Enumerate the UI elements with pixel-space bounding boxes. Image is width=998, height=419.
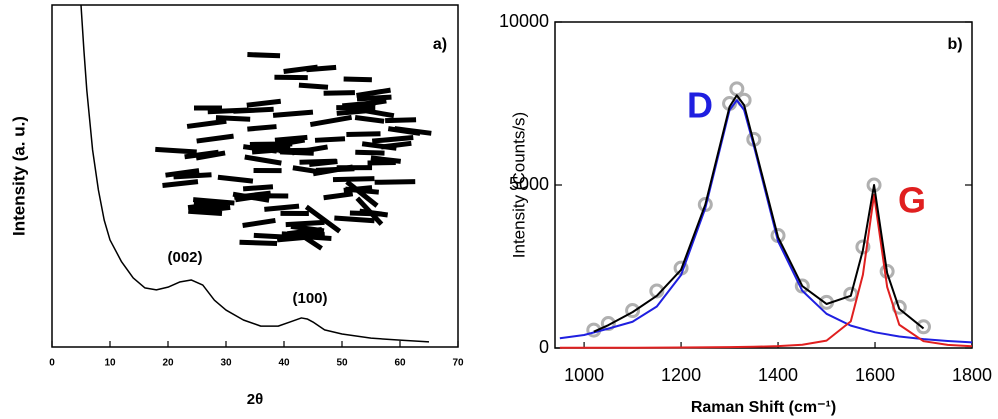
panel-label: b) xyxy=(947,36,962,53)
inset-stick xyxy=(186,118,227,129)
inset-stick xyxy=(274,134,308,143)
inset-stick xyxy=(272,109,314,118)
y-tick-label: 0 xyxy=(539,337,549,357)
inset-stick xyxy=(196,133,234,144)
annotation: (002) xyxy=(167,249,202,266)
inset-stick xyxy=(371,135,414,144)
inset-stick xyxy=(354,115,385,124)
x-tick-label: 1800 xyxy=(952,365,992,385)
line-series xyxy=(559,99,973,344)
x-tick-label: 20 xyxy=(162,358,174,369)
inset-stick xyxy=(217,174,254,184)
data-point xyxy=(843,286,859,302)
annotation: (100) xyxy=(292,290,327,307)
data-point xyxy=(879,263,895,279)
inset-stick xyxy=(385,117,417,124)
y-axis-label: Intensity (Counts/s) xyxy=(509,112,528,258)
inset-stick xyxy=(162,179,199,188)
data-point xyxy=(625,303,641,319)
x-tick-label: 30 xyxy=(220,358,232,369)
inset-stick xyxy=(306,64,337,73)
x-tick-label: 10 xyxy=(104,358,116,369)
inset-stick xyxy=(312,164,354,177)
line-series xyxy=(80,4,430,343)
plot-frame xyxy=(51,4,459,348)
inset-stick xyxy=(239,239,278,247)
inset-stick xyxy=(304,204,342,234)
inset-stick xyxy=(195,150,226,161)
x-tick-label: 70 xyxy=(452,358,464,369)
inset-stick xyxy=(165,168,200,178)
inset-stick xyxy=(264,203,300,212)
x-axis-label: 2θ xyxy=(247,391,263,408)
inset-stick xyxy=(314,136,346,143)
panel-label: a) xyxy=(433,36,447,53)
inset-stick xyxy=(355,149,385,156)
inset-stick xyxy=(387,126,421,136)
y-axis-label: Intensity (a. u.) xyxy=(9,116,28,236)
x-tick-label: 50 xyxy=(336,358,348,369)
x-tick-label: 1600 xyxy=(855,365,895,385)
inset-stick xyxy=(334,215,375,224)
x-tick-label: 1400 xyxy=(758,365,798,385)
inset-stick xyxy=(308,158,338,168)
inset-stick xyxy=(356,87,391,98)
inset-stick xyxy=(343,76,372,83)
inset-stick xyxy=(345,186,380,195)
inset-stick xyxy=(309,114,353,128)
inset-stick xyxy=(242,217,276,228)
inset-stick xyxy=(207,107,249,115)
inset-stick xyxy=(215,115,251,122)
x-axis-label: Raman Shift (cm⁻¹) xyxy=(691,399,836,416)
inset-stick xyxy=(351,98,387,109)
inset-stick xyxy=(374,179,416,185)
line-series xyxy=(593,94,925,333)
annotation: D xyxy=(687,85,713,126)
inset-stick xyxy=(173,172,212,180)
inset-stick xyxy=(291,144,329,156)
annotation: G xyxy=(898,180,926,221)
inset-stick xyxy=(192,197,235,206)
inset-stick xyxy=(247,124,277,132)
inset-stick xyxy=(323,90,355,96)
y-tick-label: 5000 xyxy=(509,174,549,194)
inset-stick xyxy=(336,108,366,116)
inset-stick xyxy=(187,201,222,211)
inset-stick xyxy=(246,98,282,108)
x-tick-label: 40 xyxy=(278,358,290,369)
inset-stick xyxy=(252,145,291,152)
x-tick-label: 1000 xyxy=(564,365,604,385)
line-series xyxy=(559,193,973,349)
inset-stick xyxy=(155,146,197,155)
y-tick-label: 10000 xyxy=(499,11,549,31)
x-tick-label: 60 xyxy=(394,358,406,369)
inset-stick xyxy=(332,176,375,183)
data-point xyxy=(916,319,932,335)
inset-stick xyxy=(232,191,270,203)
inset-stick xyxy=(349,210,382,217)
inset-stick xyxy=(323,191,354,201)
inset-stick xyxy=(194,204,231,215)
inset-stick xyxy=(242,184,274,192)
data-point xyxy=(729,81,745,97)
inset-stick xyxy=(367,159,396,166)
x-tick-label: 0 xyxy=(49,358,55,369)
inset-stick xyxy=(244,154,282,166)
inset-stick xyxy=(345,179,379,208)
inset-stick xyxy=(290,223,325,234)
inset-stick xyxy=(356,94,392,102)
inset-stick xyxy=(346,131,381,138)
x-tick-label: 1200 xyxy=(661,365,701,385)
inset-stick xyxy=(281,231,322,239)
inset-stick xyxy=(247,52,281,59)
inset-stick xyxy=(298,82,329,90)
inset-stick xyxy=(370,155,402,164)
inset-stick xyxy=(380,140,412,150)
inset-stick xyxy=(272,137,306,148)
